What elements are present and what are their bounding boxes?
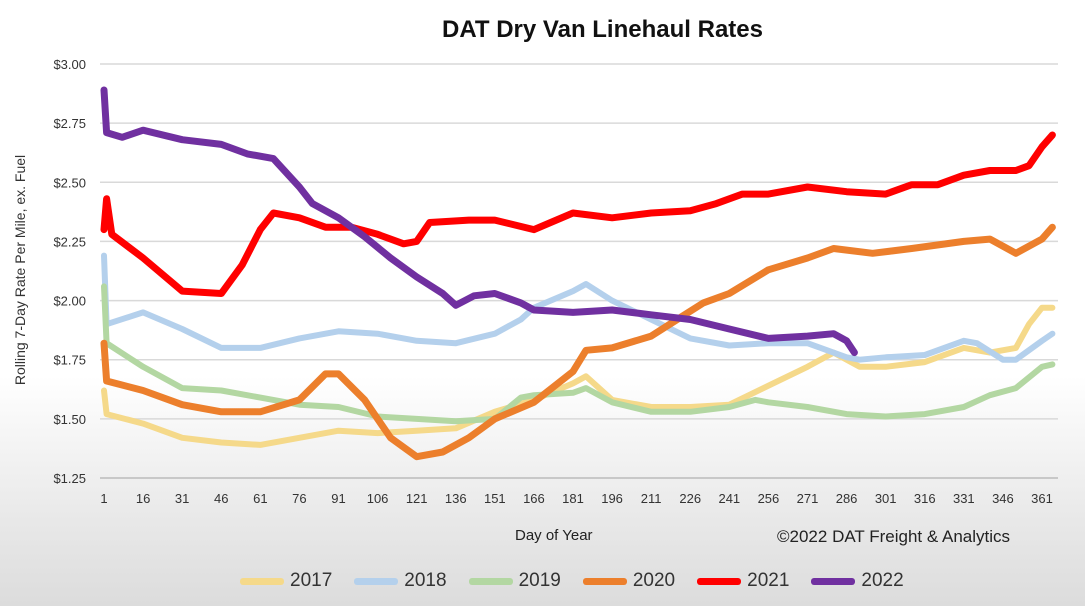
legend-label: 2022 — [861, 570, 904, 591]
y-tick-label: $2.50 — [53, 175, 86, 190]
legend-item-2017: 2017 — [240, 570, 332, 592]
x-tick-label: 76 — [292, 491, 306, 506]
legend-swatch — [354, 577, 399, 585]
x-tick-label: 121 — [406, 491, 428, 506]
y-tick-label: $1.25 — [53, 471, 86, 486]
x-axis-label: Day of Year — [515, 527, 593, 544]
series-line-2022 — [100, 86, 858, 357]
legend-item-2018: 2018 — [354, 570, 447, 592]
legend-item-2021: 2021 — [697, 570, 789, 592]
y-tick-label: $3.00 — [53, 57, 86, 72]
chart-title: DAT Dry Van Linehaul Rates — [442, 16, 763, 43]
y-tick-label: $2.25 — [53, 234, 86, 249]
x-tick-label: 181 — [562, 491, 584, 506]
x-tick-label: 331 — [953, 491, 975, 506]
legend-swatch — [582, 577, 627, 585]
series-lines — [100, 86, 1056, 461]
x-tick-label: 301 — [875, 491, 897, 506]
legend-item-2020: 2020 — [582, 570, 676, 592]
x-tick-label: 106 — [367, 491, 389, 506]
series-line-2021 — [100, 131, 1056, 297]
legend-swatch — [811, 577, 856, 585]
x-tick-label: 61 — [253, 491, 267, 506]
y-axis-label: Rolling 7-Day Rate Per Mile, ex. Fuel — [12, 154, 28, 386]
x-tick-label: 316 — [914, 491, 936, 506]
legend: 2017 2018 2019 2020 2021 2022 — [240, 570, 926, 592]
legend-label: 2018 — [404, 570, 447, 591]
copyright-credit: ©2022 DAT Freight & Analytics — [777, 527, 1011, 546]
series-line-2017 — [101, 304, 1056, 448]
x-tick-label: 91 — [331, 491, 345, 506]
x-tick-label: 151 — [484, 491, 506, 506]
legend-swatch — [697, 577, 742, 585]
x-tick-label: 166 — [523, 491, 545, 506]
x-tick-label: 1 — [100, 491, 107, 506]
legend-swatch — [240, 577, 284, 585]
x-tick-label: 346 — [992, 491, 1014, 506]
x-tick-label: 46 — [214, 491, 228, 506]
x-tick-label: 211 — [641, 491, 662, 506]
y-tick-label: $1.75 — [53, 353, 86, 368]
x-tick-label: 241 — [718, 491, 740, 506]
legend-item-2022: 2022 — [811, 570, 904, 592]
series-line-2018 — [101, 252, 1056, 363]
x-tick-label: 16 — [136, 491, 150, 506]
legend-label: 2017 — [290, 570, 333, 591]
x-tick-label: 271 — [797, 491, 819, 506]
x-tick-label: 226 — [679, 491, 701, 506]
legend-item-2019: 2019 — [468, 570, 561, 592]
x-tick-label: 136 — [445, 491, 467, 506]
y-axis-ticks: $3.00 $2.75 $2.50 $2.25 $2.00 $1.75 $1.50 $1.25 — [53, 57, 86, 486]
y-tick-label: $2.00 — [53, 294, 86, 309]
x-tick-label: 361 — [1031, 491, 1053, 506]
x-tick-label: 286 — [836, 491, 858, 506]
legend-swatch — [468, 577, 513, 585]
x-tick-label: 31 — [175, 491, 189, 506]
legend-label: 2020 — [632, 570, 676, 591]
legend-label: 2019 — [518, 570, 561, 591]
legend-label: 2021 — [747, 570, 790, 591]
y-tick-label: $2.75 — [53, 116, 86, 131]
y-tick-label: $1.50 — [53, 412, 86, 427]
series-line-2019 — [101, 283, 1056, 425]
x-tick-label: 196 — [601, 491, 623, 506]
x-tick-label: 256 — [758, 491, 780, 506]
x-axis-ticks: 1 16 31 46 61 76 91 106 121 136 151 166 181 196 211 226… — [100, 491, 1052, 506]
series-line-2020 — [100, 223, 1056, 461]
